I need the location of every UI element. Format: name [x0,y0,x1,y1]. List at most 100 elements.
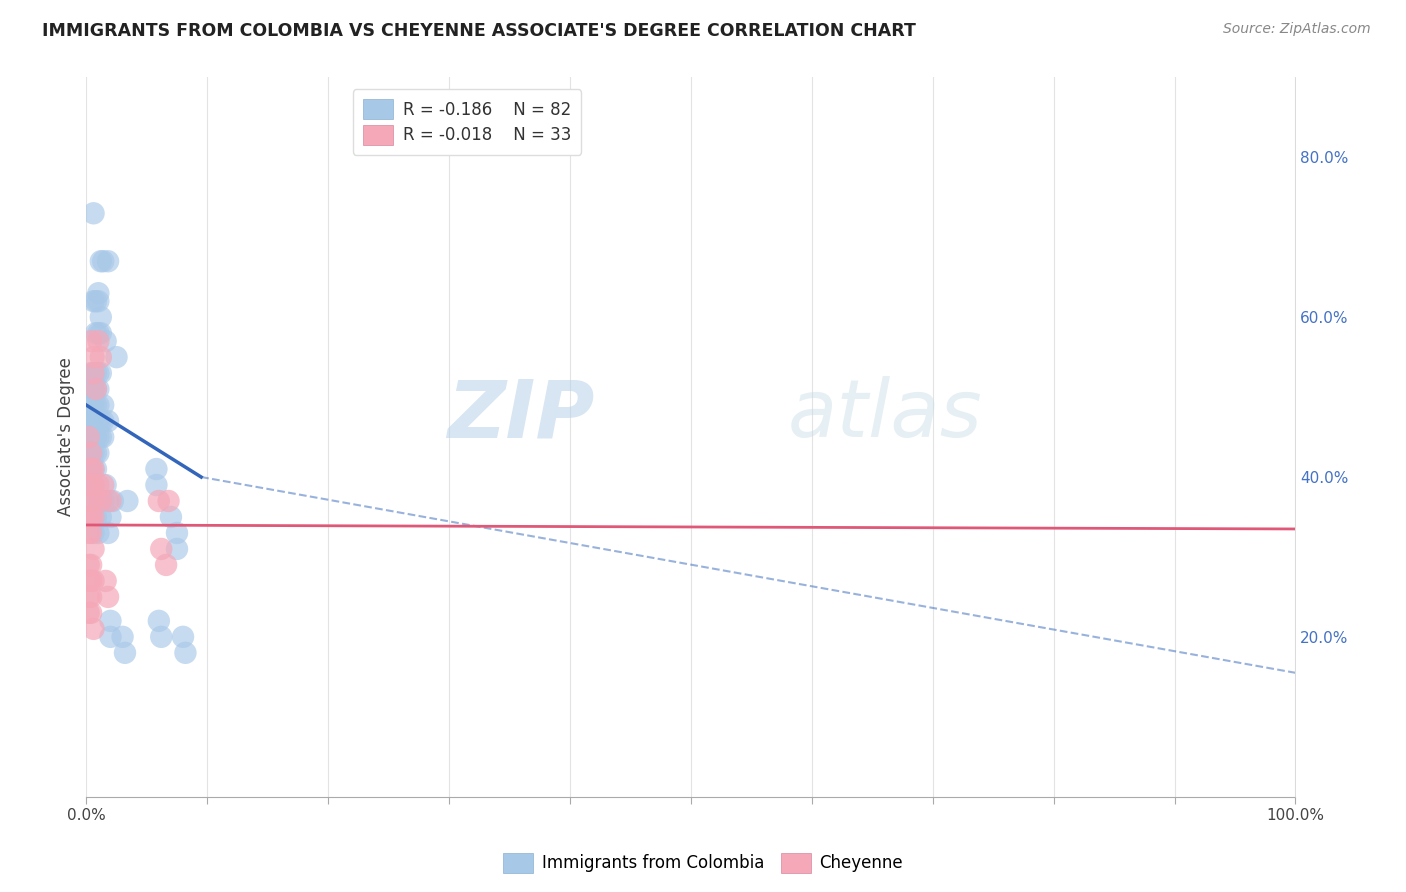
Point [87,525,110,540]
Point [100,510,122,524]
Point [80,446,103,460]
Point [80,446,103,460]
Point [77,558,100,572]
Point [77,462,100,476]
Point [101,494,124,508]
Point [94,334,117,348]
Point [84,414,107,428]
Point [94,574,117,588]
Point [160,510,183,524]
Point [80,430,103,444]
Point [87,398,110,412]
Point [80,574,103,588]
Point [77,446,100,460]
Y-axis label: Associate's Degree: Associate's Degree [58,358,75,516]
Point [87,478,110,492]
Point [80,382,103,396]
Point [84,462,107,476]
Text: Source: ZipAtlas.com: Source: ZipAtlas.com [1223,22,1371,37]
Point [83,294,105,309]
Point [77,510,100,524]
Point [83,350,105,364]
Point [145,478,167,492]
Point [87,382,110,396]
Point [80,510,103,524]
Point [83,366,105,380]
Point [157,494,180,508]
Legend: Immigrants from Colombia, Cheyenne: Immigrants from Colombia, Cheyenne [496,847,910,880]
Text: IMMIGRANTS FROM COLOMBIA VS CHEYENNE ASSOCIATE'S DEGREE CORRELATION CHART: IMMIGRANTS FROM COLOMBIA VS CHEYENNE ASS… [42,22,917,40]
Point [150,541,173,556]
Point [114,646,136,660]
Point [90,414,112,428]
Point [83,382,105,396]
Point [90,350,112,364]
Point [80,462,103,476]
Point [87,294,110,309]
Point [90,310,112,325]
Point [80,606,103,620]
Point [97,254,120,268]
Point [80,334,103,348]
Point [172,630,194,644]
Point [83,574,105,588]
Point [84,430,107,444]
Point [91,414,114,428]
Point [83,622,105,636]
Point [84,510,107,524]
Point [80,398,103,412]
Point [91,478,114,492]
Point [77,414,100,428]
Point [90,326,112,341]
Point [90,366,112,380]
Point [84,446,107,460]
Point [80,525,103,540]
Point [83,510,105,524]
Point [100,494,122,508]
Point [94,478,117,492]
Point [77,525,100,540]
Point [87,326,110,341]
Point [77,430,100,444]
Point [83,398,105,412]
Point [87,430,110,444]
Point [77,430,100,444]
Point [174,646,197,660]
Point [84,398,107,412]
Point [83,462,105,476]
Point [91,398,114,412]
Point [105,350,128,364]
Point [83,446,105,460]
Point [91,254,114,268]
Point [97,590,120,604]
Point [83,478,105,492]
Point [80,558,103,572]
Point [83,494,105,508]
Point [84,494,107,508]
Point [84,382,107,396]
Point [83,478,105,492]
Point [150,630,173,644]
Point [111,630,134,644]
Point [84,382,107,396]
Point [80,478,103,492]
Point [100,614,122,628]
Point [77,478,100,492]
Point [91,430,114,444]
Point [80,414,103,428]
Point [80,462,103,476]
Legend: R = -0.186    N = 82, R = -0.018    N = 33: R = -0.186 N = 82, R = -0.018 N = 33 [353,89,581,154]
Point [84,294,107,309]
Point [80,478,103,492]
Point [84,366,107,380]
Point [77,590,100,604]
Point [80,494,103,508]
Point [77,606,100,620]
Text: atlas: atlas [787,376,983,455]
Point [87,366,110,380]
Point [87,494,110,508]
Point [148,494,170,508]
Point [80,366,103,380]
Point [90,494,112,508]
Point [77,574,100,588]
